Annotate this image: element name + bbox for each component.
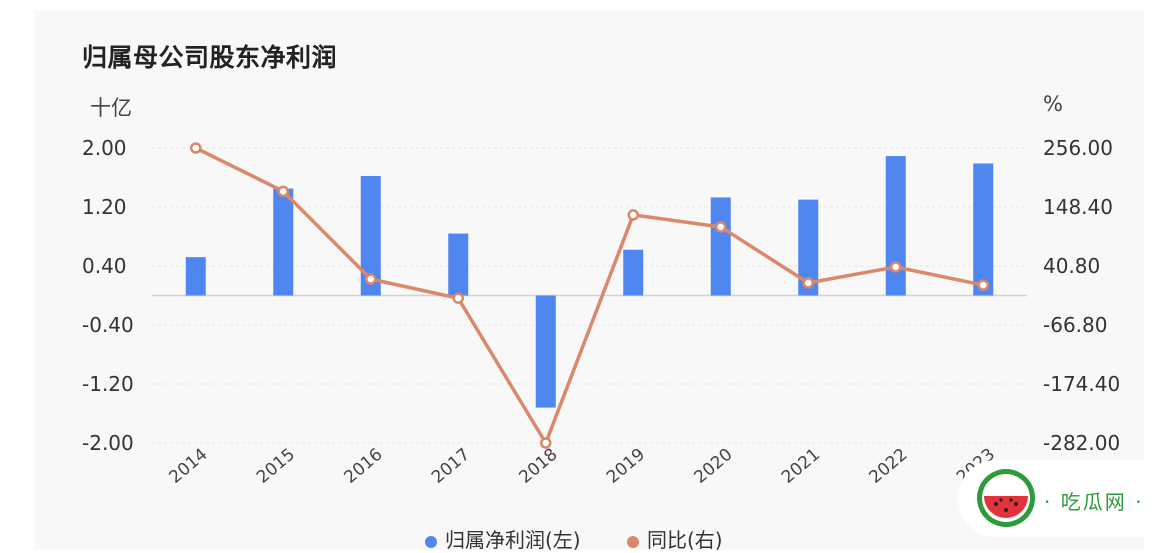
legend-line-swatch bbox=[626, 535, 639, 548]
x-axis-tick: 2018 bbox=[516, 445, 562, 488]
left-axis-tick: -0.40 bbox=[82, 313, 134, 337]
yoy-point-2020 bbox=[715, 221, 727, 233]
x-axis-tick: 2017 bbox=[428, 445, 474, 488]
yoy-line bbox=[194, 146, 984, 445]
legend-bar-swatch bbox=[425, 535, 437, 548]
watermark-text: · 吃瓜网 · bbox=[1044, 490, 1144, 514]
legend: 归属净利润(左) 同比(右) bbox=[425, 524, 763, 553]
yoy-point-2014 bbox=[190, 142, 202, 154]
yoy-point-2019 bbox=[627, 209, 639, 221]
x-axis-tick: 2022 bbox=[866, 445, 912, 488]
legend-label-profit: 归属净利润(左) bbox=[445, 528, 581, 552]
right-axis-tick: -174.40 bbox=[1043, 372, 1120, 396]
yoy-point-2021 bbox=[802, 277, 814, 289]
yoy-point-2022 bbox=[890, 261, 902, 273]
right-axis-tick: 148.40 bbox=[1043, 195, 1113, 219]
chart-title: 归属母公司股东净利润 bbox=[82, 43, 338, 72]
watermark-badge: · 吃瓜网 · bbox=[958, 460, 1158, 537]
left-axis-unit: 十亿 bbox=[90, 96, 132, 120]
bar-2021 bbox=[798, 199, 819, 296]
bar-2016 bbox=[360, 176, 381, 296]
left-axis-tick: 1.20 bbox=[82, 195, 127, 219]
x-axis-tick: 2019 bbox=[603, 445, 649, 488]
right-axis-tick: 256.00 bbox=[1043, 136, 1113, 160]
x-axis-tick: 2021 bbox=[778, 445, 824, 488]
bar-2018 bbox=[535, 295, 556, 408]
x-axis-tick: 2016 bbox=[341, 445, 387, 488]
watermelon-logo-icon bbox=[977, 469, 1035, 527]
bar-2014 bbox=[185, 257, 206, 296]
bar-2022 bbox=[885, 156, 906, 296]
bar-2015 bbox=[273, 188, 294, 296]
yoy-point-2015 bbox=[277, 185, 289, 198]
right-axis-unit: % bbox=[1043, 92, 1063, 116]
right-axis-tick: -282.00 bbox=[1043, 431, 1120, 455]
yoy-point-2023 bbox=[977, 279, 989, 291]
right-axis-tick: 40.80 bbox=[1043, 254, 1100, 278]
x-axis-tick: 2020 bbox=[691, 445, 737, 488]
legend-item-yoy[interactable]: 同比(右) bbox=[626, 528, 723, 552]
yoy-point-2017 bbox=[452, 292, 464, 304]
left-axis-tick: -2.00 bbox=[82, 431, 134, 455]
right-axis-tick: -66.80 bbox=[1043, 313, 1107, 337]
yoy-point-2018 bbox=[540, 437, 552, 449]
bar-2017 bbox=[448, 233, 469, 296]
left-axis-tick: 2.00 bbox=[82, 136, 127, 160]
bar-2020 bbox=[710, 197, 731, 296]
legend-label-yoy: 同比(右) bbox=[646, 528, 723, 552]
bar-2023 bbox=[973, 163, 994, 296]
x-axis-tick: 2014 bbox=[166, 445, 212, 488]
bar-2019 bbox=[623, 249, 644, 296]
chart-plot: 2.00 1.20 0.40 -0.40 -1.20 -2.00 256.00 148.40 4… bbox=[82, 136, 1120, 488]
legend-item-profit[interactable]: 归属净利润(左) bbox=[425, 528, 581, 552]
left-axis-tick: 0.40 bbox=[82, 254, 127, 278]
yoy-point-2016 bbox=[365, 273, 377, 285]
left-axis-tick: -1.20 bbox=[82, 372, 134, 396]
x-axis-tick: 2015 bbox=[253, 445, 299, 488]
